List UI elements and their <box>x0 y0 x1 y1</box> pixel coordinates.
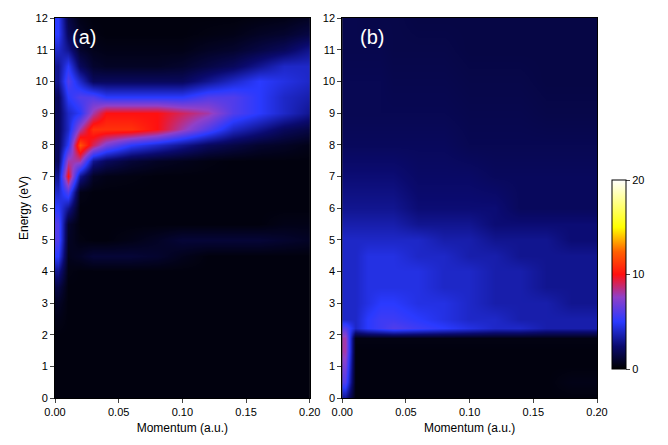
svg-text:4: 4 <box>329 265 335 277</box>
svg-text:10: 10 <box>323 75 335 87</box>
svg-text:Momentum (a.u.): Momentum (a.u.) <box>137 421 228 435</box>
svg-text:6: 6 <box>42 202 48 214</box>
svg-text:0.10: 0.10 <box>459 406 480 418</box>
svg-text:0.00: 0.00 <box>332 406 353 418</box>
svg-text:0: 0 <box>632 363 638 375</box>
svg-text:(b): (b) <box>360 26 384 48</box>
svg-text:1: 1 <box>42 360 48 372</box>
svg-text:Momentum (a.u.): Momentum (a.u.) <box>424 421 515 435</box>
svg-text:12: 12 <box>323 12 335 24</box>
svg-text:0.15: 0.15 <box>523 406 544 418</box>
svg-text:2: 2 <box>42 329 48 341</box>
svg-text:(a): (a) <box>72 26 96 48</box>
svg-text:0.00: 0.00 <box>44 406 65 418</box>
svg-text:0.05: 0.05 <box>395 406 416 418</box>
svg-text:0: 0 <box>329 392 335 404</box>
svg-text:7: 7 <box>329 170 335 182</box>
svg-text:5: 5 <box>329 234 335 246</box>
svg-text:0.10: 0.10 <box>172 406 193 418</box>
svg-text:3: 3 <box>329 297 335 309</box>
svg-text:0.15: 0.15 <box>235 406 256 418</box>
svg-text:0.20: 0.20 <box>586 406 607 418</box>
svg-text:10: 10 <box>36 75 48 87</box>
svg-text:12: 12 <box>36 12 48 24</box>
svg-text:11: 11 <box>324 44 335 56</box>
svg-text:8: 8 <box>329 139 335 151</box>
svg-text:5: 5 <box>42 234 48 246</box>
svg-text:0.05: 0.05 <box>108 406 129 418</box>
svg-text:0.20: 0.20 <box>299 406 320 418</box>
svg-text:3: 3 <box>42 297 48 309</box>
svg-text:10: 10 <box>632 268 644 280</box>
svg-text:20: 20 <box>632 174 644 186</box>
svg-text:Energy (eV): Energy (eV) <box>17 176 31 240</box>
svg-text:9: 9 <box>329 107 335 119</box>
svg-text:0: 0 <box>42 392 48 404</box>
svg-text:7: 7 <box>42 170 48 182</box>
svg-text:1: 1 <box>329 360 335 372</box>
svg-text:9: 9 <box>42 107 48 119</box>
svg-text:11: 11 <box>36 44 47 56</box>
svg-text:6: 6 <box>329 202 335 214</box>
svg-text:8: 8 <box>42 139 48 151</box>
svg-text:4: 4 <box>42 265 48 277</box>
svg-text:2: 2 <box>329 329 335 341</box>
